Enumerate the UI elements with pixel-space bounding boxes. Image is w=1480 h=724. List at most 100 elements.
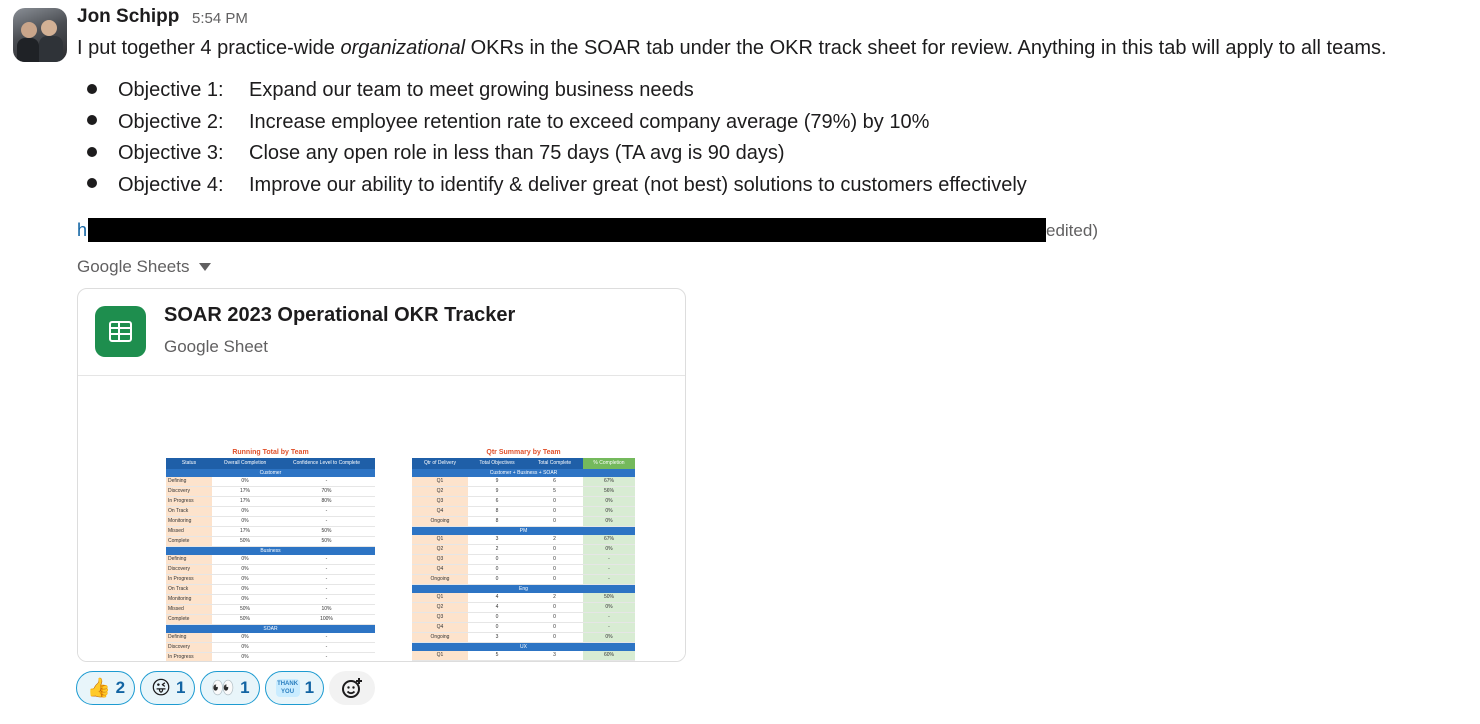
table-cell: 17%	[239, 498, 250, 504]
table-cell: 60%	[583, 651, 635, 660]
table-row: On Track 0% -	[166, 507, 375, 517]
table-cell: 3	[553, 652, 556, 658]
section-header: UX	[412, 643, 635, 651]
section-header: PM	[412, 527, 635, 535]
table-row: Q2 4 0 0%	[412, 603, 635, 613]
table-cell: Q1	[412, 593, 468, 602]
table-cell: In Progress	[166, 575, 212, 584]
table-row: Monitoring 0% -	[166, 595, 375, 605]
table-cell: -	[325, 508, 328, 514]
table-cell: On Track	[166, 585, 212, 594]
table-row: Q26117%	[412, 661, 635, 662]
table-cell: 2	[495, 546, 499, 552]
table-cell: 0	[553, 546, 556, 552]
table-cell: -	[583, 565, 635, 574]
table-cell: 0	[553, 566, 556, 572]
table-cell: 0	[553, 634, 556, 640]
table-cell: 0%	[241, 634, 249, 640]
table-cell: 4	[495, 604, 499, 610]
edited-label: edited)	[1046, 221, 1098, 240]
table-cell: Q1	[412, 651, 468, 660]
table-cell: 80%	[321, 498, 332, 504]
section-header: Customer + Business + SOAR	[412, 469, 635, 477]
table-cell: Q4	[412, 565, 468, 574]
sheet-link[interactable]: h	[77, 220, 88, 240]
table-row: Q2 9 5 56%	[412, 487, 635, 497]
table-cell: 0%	[241, 576, 249, 582]
eyes-reaction[interactable]: 👀 1	[200, 671, 260, 705]
table-row: Defining 0% -	[166, 633, 375, 643]
table-cell: 10%	[321, 606, 332, 612]
author-name[interactable]: Jon Schipp	[77, 6, 180, 27]
table-cell: In Progress	[166, 653, 212, 661]
table-row: Q1 4 2 50%	[412, 593, 635, 603]
objectives-list: Objective 1: Expand our team to meet grow…	[84, 79, 1027, 205]
table-cell: 6	[553, 478, 556, 484]
table-cell: 70%	[321, 488, 332, 494]
table-cell: 0	[553, 614, 556, 620]
table-cell: 0	[553, 508, 556, 514]
add-reaction-button[interactable]	[329, 671, 376, 705]
author-avatar[interactable]	[13, 8, 67, 62]
sheet-preview-card[interactable]: SOAR 2023 Operational OKR Tracker Google…	[77, 288, 686, 662]
card-divider	[78, 375, 685, 376]
table-row: Monitoring 0% -	[166, 517, 375, 527]
table-cell: 0	[553, 576, 556, 582]
table-cell: Q2	[412, 487, 468, 496]
table-cell: 8	[495, 508, 499, 514]
table-cell: 50%	[321, 528, 332, 534]
column-header: % Completion	[583, 458, 635, 469]
table-cell: Discovery	[166, 565, 212, 574]
table-cell: 0	[495, 566, 499, 572]
table-cell: 0	[495, 624, 499, 630]
table-cell: 50%	[239, 606, 250, 612]
column-header: Confidence Level to Complete	[293, 460, 360, 466]
table-cell: Monitoring	[166, 517, 212, 526]
table-cell: 17%	[583, 661, 635, 662]
sheet-preview-image[interactable]: Running Total by Team Status Overall Compl…	[78, 376, 685, 661]
table-cell: -	[583, 613, 635, 622]
table-row: In Progress 0% -	[166, 575, 375, 585]
table-row: Missed 50% 10%	[166, 605, 375, 615]
caret-down-icon	[199, 263, 212, 271]
column-header: Qtr of Delivery	[424, 460, 456, 466]
thumbs-up-icon: 👍	[87, 677, 111, 699]
thumbs-up-reaction[interactable]: 👍 2	[76, 671, 136, 705]
crazy-face-reaction[interactable]: 😜 1	[140, 671, 196, 705]
attachment-source-toggle[interactable]: Google Sheets	[77, 257, 212, 277]
table-cell: -	[583, 555, 635, 564]
table-cell: 50%	[239, 616, 250, 622]
message-timestamp[interactable]: 5:54 PM	[192, 10, 248, 27]
table-cell: 0%	[241, 654, 249, 660]
eyes-icon: 👀	[211, 677, 236, 699]
table-cell: Defining	[166, 555, 212, 564]
table-cell: Q3	[412, 497, 468, 506]
table-cell: Q3	[412, 555, 468, 564]
table-cell: 0	[495, 576, 499, 582]
table-row: Q3 0 0 -	[412, 613, 635, 623]
table-cell: 0%	[583, 603, 635, 612]
table-row: Q4 0 0 -	[412, 623, 635, 633]
list-item: Objective 4: Improve our ability to ident…	[84, 174, 1027, 206]
bullet-icon	[84, 111, 118, 134]
table-cell: 17%	[239, 488, 250, 494]
sheet-title[interactable]: SOAR 2023 Operational OKR Tracker	[164, 304, 516, 326]
table-cell: -	[325, 586, 328, 592]
table-cell: 0	[553, 556, 556, 562]
table-cell: 9	[495, 478, 499, 484]
google-sheets-icon	[95, 306, 146, 357]
table-cell: -	[325, 478, 328, 484]
table-row: Missed 17% 50%	[166, 527, 375, 537]
table-cell: Ongoing	[412, 633, 468, 642]
table-cell: Missed	[166, 527, 212, 536]
add-emoji-icon	[342, 678, 363, 698]
thank-you-reaction[interactable]: THANK YOU 1	[264, 671, 325, 705]
list-item: Objective 2: Increase employee retention …	[84, 111, 1027, 143]
section-header: Business	[166, 547, 375, 555]
table-cell: -	[325, 634, 328, 640]
table-cell: 0%	[241, 644, 249, 650]
table-cell: 0%	[583, 633, 635, 642]
table-cell: Ongoing	[412, 517, 468, 526]
table-row: In Progress 0% -	[166, 653, 375, 661]
table-cell: 0%	[241, 478, 249, 484]
